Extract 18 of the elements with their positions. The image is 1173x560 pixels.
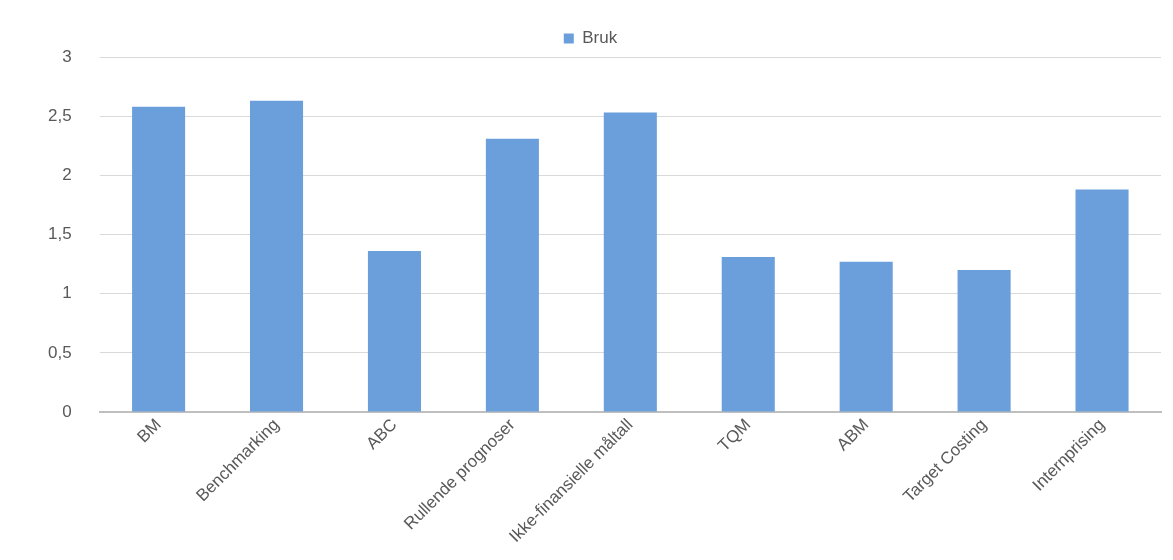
y-tick-label: 0,5 [47, 342, 72, 362]
y-tick-label: 1 [62, 283, 72, 303]
bar [132, 106, 186, 412]
bar [721, 256, 775, 412]
y-tick-label: 0 [62, 401, 72, 421]
bar [1075, 189, 1129, 412]
bar [603, 112, 657, 412]
x-tick-label: BM [133, 414, 165, 447]
bar [249, 100, 304, 412]
y-tick-label: 3 [62, 46, 72, 66]
legend-label: Bruk [582, 28, 618, 48]
y-tick-label: 2 [62, 165, 72, 185]
bar [367, 251, 421, 412]
y-tick-label: 1,5 [47, 224, 72, 244]
bar [485, 138, 539, 412]
bar [957, 269, 1011, 412]
bar [839, 261, 893, 412]
y-tick-label: 2,5 [47, 105, 72, 125]
